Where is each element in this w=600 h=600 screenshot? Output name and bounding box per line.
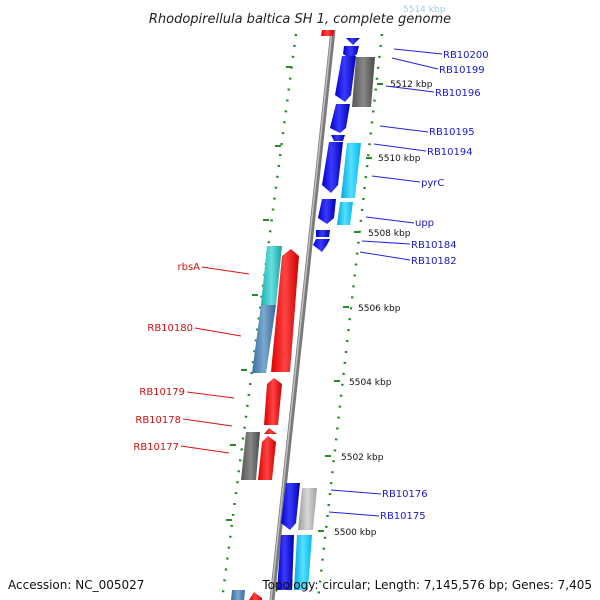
gene-rb10180-steel <box>252 305 276 373</box>
gene-rb10178 <box>264 428 277 434</box>
gene-rb10196-gray <box>352 57 375 107</box>
gene-label-rb10200[interactable]: RB10200 <box>443 50 489 61</box>
gene-rb10184 <box>316 230 330 237</box>
kbp-label: 5508 kbp <box>368 229 411 239</box>
gene-label-rb10178[interactable]: RB10178 <box>135 415 181 426</box>
kbp-label: 5510 kbp <box>378 154 421 164</box>
gene-rb10177 <box>258 436 276 480</box>
gene-label-rbsa[interactable]: rbsA <box>177 262 200 273</box>
kbp-label: 5504 kbp <box>349 378 392 388</box>
gene-label-rb10177[interactable]: RB10177 <box>133 442 179 453</box>
genome-backbone-highlight <box>270 29 333 600</box>
kbp-label: 5500 kbp <box>334 528 377 538</box>
kbp-label: 5512 kbp <box>390 80 433 90</box>
gene-rb10176 <box>281 483 300 530</box>
gene-rb10175 <box>277 535 294 590</box>
genome-backbone <box>269 29 336 600</box>
outer-tick-track-right <box>316 33 384 600</box>
gene-rb10182 <box>313 239 330 252</box>
gene-pyrC <box>341 143 361 198</box>
map-title: Rhodopirellula baltica SH 1, complete ge… <box>149 12 451 27</box>
kbp-label: 5506 kbp <box>358 304 401 314</box>
accession-text: Accession: NC_005027 <box>8 578 145 592</box>
gene-label-rb10194[interactable]: RB10194 <box>427 147 473 158</box>
gene-rb10179 <box>264 378 282 425</box>
kbp-label: 5502 kbp <box>341 453 384 463</box>
gene-label-rb10175[interactable]: RB10175 <box>380 511 426 522</box>
kbp-label: 5514 kbp <box>403 5 446 15</box>
forward-strand-genes <box>277 38 375 590</box>
kbp-ticks <box>318 83 383 532</box>
gene-rb10175-cyan <box>294 535 312 590</box>
gene-rb10196 <box>335 56 356 102</box>
gene-label-pyrc[interactable]: pyrC <box>421 178 444 189</box>
gene-rb10176-gray <box>298 488 317 530</box>
reverse-gene-partial-top <box>321 30 334 36</box>
gene-label-rb10182[interactable]: RB10182 <box>411 256 457 267</box>
gene-partial-bottom-steel <box>231 590 245 600</box>
gene-upp <box>337 202 353 225</box>
gene-label-rb10179[interactable]: RB10179 <box>139 387 185 398</box>
gene-partial-bottom-red <box>249 592 262 600</box>
gene-label-rb10184[interactable]: RB10184 <box>411 240 457 251</box>
left-tick-marks <box>226 66 292 521</box>
gene-rb10195 <box>330 104 350 133</box>
reverse-strand-genes <box>231 246 299 600</box>
gene-rb10200 <box>346 38 360 45</box>
reverse-label-leaders <box>180 266 250 454</box>
topology-info-text: Topology: circular; Length: 7,145,576 bp… <box>262 578 592 592</box>
gene-rb10199 <box>343 46 359 59</box>
gene-label-rb10195[interactable]: RB10195 <box>429 127 475 138</box>
gene-label-upp[interactable]: upp <box>415 218 434 229</box>
gene-upp-blue <box>318 199 336 224</box>
gene-label-rb10176[interactable]: RB10176 <box>382 489 428 500</box>
gene-rbsA-teal <box>261 246 282 305</box>
forward-label-leaders <box>328 48 443 517</box>
gene-rb10177-gray <box>241 432 260 480</box>
gene-rb10194b <box>322 142 343 193</box>
gene-label-rb10180[interactable]: RB10180 <box>147 323 193 334</box>
gene-label-rb10196[interactable]: RB10196 <box>435 88 481 99</box>
gene-rbsA <box>271 249 299 372</box>
gene-rb10194 <box>331 135 345 141</box>
gene-label-rb10199[interactable]: RB10199 <box>439 65 485 76</box>
